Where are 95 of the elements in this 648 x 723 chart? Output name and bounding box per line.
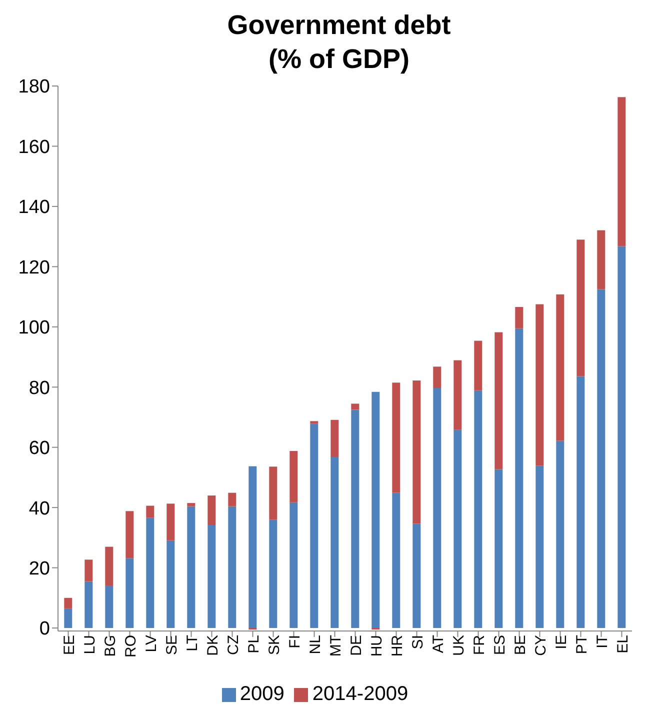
bar bbox=[454, 430, 462, 628]
bar bbox=[454, 360, 462, 430]
bar bbox=[208, 525, 216, 628]
bar bbox=[474, 340, 482, 390]
bar bbox=[412, 524, 421, 628]
x-tick-label: BE bbox=[512, 635, 529, 656]
bar bbox=[290, 450, 298, 502]
x-tick-label: SE bbox=[163, 635, 180, 656]
x-tick-label: RO bbox=[122, 635, 140, 658]
x-tick-label: LT bbox=[184, 635, 201, 652]
x-tick-label: HR bbox=[388, 634, 406, 657]
x-tick-label: LV bbox=[142, 635, 160, 652]
bar bbox=[597, 230, 606, 290]
x-tick-label: DE bbox=[348, 635, 365, 656]
bar bbox=[269, 520, 278, 628]
bar bbox=[556, 440, 564, 628]
x-tick-label: DK bbox=[204, 635, 222, 656]
bar bbox=[248, 466, 257, 628]
bar bbox=[166, 504, 175, 540]
bar bbox=[126, 511, 134, 558]
bar bbox=[618, 97, 626, 246]
chart-title: Government debt (% of GDP) bbox=[226, 9, 452, 76]
bar bbox=[412, 380, 421, 524]
x-tick-label: FI bbox=[286, 635, 304, 648]
y-tick-label: 40 bbox=[28, 498, 50, 520]
bar bbox=[208, 496, 216, 526]
x-tick-label: AT bbox=[430, 635, 447, 654]
bar bbox=[146, 518, 154, 628]
bar bbox=[146, 506, 154, 518]
x-tick-label: PL bbox=[245, 635, 262, 654]
bar bbox=[474, 390, 482, 628]
x-tick-label: UK bbox=[450, 635, 468, 656]
bar bbox=[597, 289, 606, 628]
bar bbox=[433, 388, 442, 628]
bar bbox=[515, 328, 524, 628]
x-tick-label: HU bbox=[368, 635, 386, 657]
bar bbox=[433, 366, 442, 388]
bar bbox=[556, 294, 564, 441]
y-tick-label: 140 bbox=[18, 197, 50, 218]
x-tick-label: LU bbox=[81, 635, 98, 654]
bar bbox=[105, 546, 114, 586]
y-tick-label: 160 bbox=[18, 136, 50, 158]
bar bbox=[392, 382, 400, 493]
bar bbox=[351, 410, 360, 628]
x-tick-label: IE bbox=[552, 635, 570, 650]
x-tick-label: CY bbox=[532, 635, 550, 656]
bar bbox=[494, 332, 503, 470]
x-tick-label: CZ bbox=[224, 635, 242, 655]
bar bbox=[392, 492, 400, 628]
x-tick-label: ES bbox=[491, 635, 508, 656]
bar bbox=[330, 456, 339, 628]
bar bbox=[269, 466, 278, 520]
legend-label: 2009 bbox=[240, 683, 284, 705]
bar bbox=[187, 506, 196, 628]
y-tick-label: 180 bbox=[18, 76, 50, 98]
y-tick-label: 80 bbox=[28, 378, 50, 399]
x-tick-label: PT bbox=[573, 635, 590, 654]
bar bbox=[126, 558, 134, 628]
x-tick-label: MT bbox=[327, 635, 344, 657]
x-tick-label: SK bbox=[266, 635, 283, 656]
bar bbox=[290, 502, 298, 628]
bar bbox=[187, 503, 196, 506]
y-tick-label: 0 bbox=[39, 618, 50, 640]
bar bbox=[576, 240, 585, 376]
x-tick-label: IT bbox=[594, 635, 611, 648]
bar bbox=[105, 586, 114, 628]
bar bbox=[84, 560, 93, 582]
bar bbox=[310, 421, 318, 424]
bar bbox=[84, 581, 93, 628]
bar bbox=[536, 466, 544, 628]
y-tick-label: 60 bbox=[28, 438, 50, 460]
bar bbox=[515, 307, 524, 328]
x-tick-label: EE bbox=[60, 635, 78, 656]
bar bbox=[228, 492, 236, 506]
bar bbox=[494, 469, 503, 628]
bar bbox=[330, 420, 339, 457]
bar bbox=[351, 404, 360, 410]
x-tick-label: SI bbox=[409, 635, 426, 650]
x-tick-label: NL bbox=[306, 635, 324, 654]
bar bbox=[618, 246, 626, 628]
x-tick-label: BG bbox=[102, 635, 119, 657]
bar bbox=[64, 598, 72, 608]
bar bbox=[310, 424, 318, 628]
bar bbox=[576, 376, 585, 628]
y-tick-label: 120 bbox=[18, 257, 50, 278]
x-tick-label: FR bbox=[470, 634, 488, 655]
y-tick-label: 20 bbox=[28, 558, 50, 580]
bar bbox=[166, 540, 175, 628]
x-tick-label: EL bbox=[614, 635, 632, 654]
bar bbox=[372, 392, 380, 628]
bar bbox=[228, 506, 236, 628]
legend-label: 2014-2009 bbox=[312, 683, 408, 705]
y-tick-label: 100 bbox=[18, 318, 50, 339]
bar bbox=[536, 304, 544, 466]
bar bbox=[64, 608, 72, 628]
